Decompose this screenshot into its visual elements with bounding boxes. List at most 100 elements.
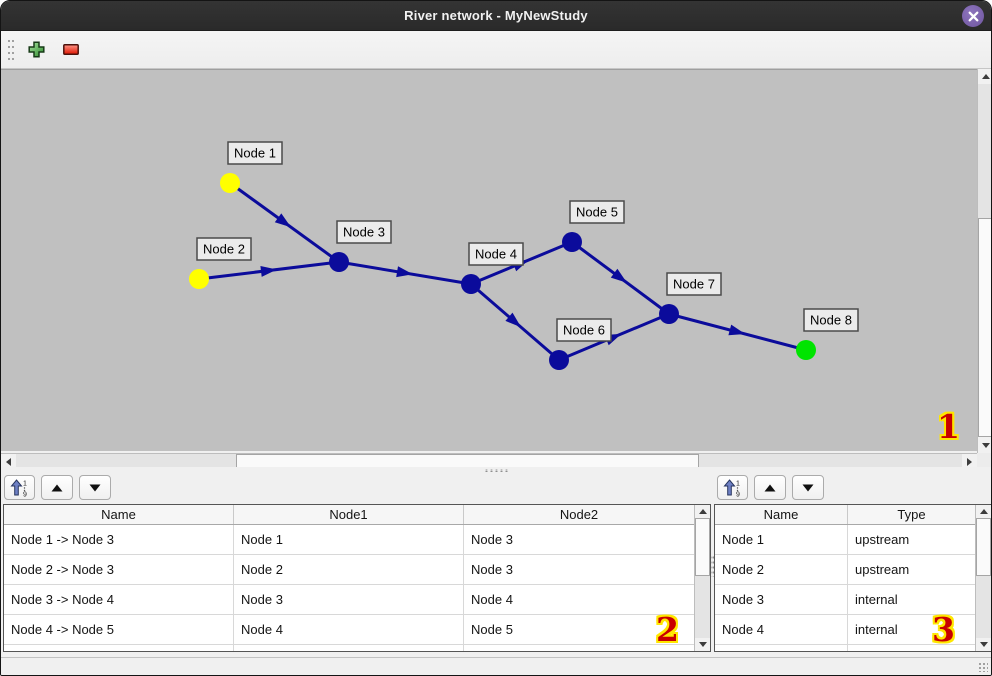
river-network-graph: Node 1 Node 2 Node 3 Node 4 Node 5 Node 6 Node… [189,141,859,370]
close-button[interactable] [962,5,984,27]
svg-text:Node 7: Node 7 [673,277,715,292]
node-label-node-3[interactable]: Node 3 [336,220,392,244]
red-minus-icon [63,44,79,55]
edge-arrow-icon [610,268,627,283]
column-header[interactable]: Name [715,505,848,524]
arrow-up-icon [698,509,707,514]
table-cell[interactable]: Node 1 -> Node 3 [4,525,234,555]
scroll-track[interactable] [695,576,710,638]
table-cell[interactable]: Node 3 -> Node 4 [4,585,234,615]
scroll-up-button[interactable] [978,69,991,84]
graph-node-node-1[interactable] [220,173,240,193]
table-row[interactable]: Node 4 internal [715,615,975,645]
table-cell[interactable]: Node 2 [715,555,848,585]
table-cell[interactable]: Node 3 [464,555,694,585]
table-cell[interactable]: Node 3 [234,585,464,615]
graph-node-node-5[interactable] [562,232,582,252]
table-cell[interactable]: upstream [848,555,975,585]
table-cell[interactable]: Node 4 [464,585,694,615]
network-canvas[interactable]: Node 1 Node 2 Node 3 Node 4 Node 5 Node 6 Node… [1,69,977,451]
node-label-node-4[interactable]: Node 4 [468,242,524,266]
table-cell[interactable]: Node 1 [715,525,848,555]
edge-arrow-icon [505,312,522,328]
table-cell [848,645,975,651]
node-label-node-2[interactable]: Node 2 [196,237,252,261]
table-cell[interactable]: Node 4 [234,615,464,645]
svg-text:Node 8: Node 8 [810,313,852,328]
table-cell[interactable]: Node 1 [234,525,464,555]
table-cell[interactable]: Node 3 [715,585,848,615]
canvas-horizontal-scrollbar[interactable] [1,453,977,469]
links-table-scrollbar[interactable] [694,505,710,651]
column-header[interactable]: Name [4,505,234,524]
graph-node-node-3[interactable] [329,252,349,272]
table-row [715,645,975,651]
table-row[interactable]: Node 2 upstream [715,555,975,585]
move-down-button[interactable] [792,475,824,500]
scroll-right-button[interactable] [962,454,977,469]
sort-ascending-icon: 1 9 [723,479,740,497]
network-view: Node 1 Node 2 Node 3 Node 4 Node 5 Node 6 Node… [1,69,991,469]
scroll-down-button[interactable] [695,638,710,651]
scroll-up-button[interactable] [976,505,991,518]
table-row[interactable]: Node 3 internal [715,585,975,615]
scroll-thumb[interactable] [695,518,710,576]
node-label-node-1[interactable]: Node 1 [227,141,283,165]
edge-arrow-icon [260,266,277,277]
table-cell[interactable]: Node 4 [715,615,848,645]
table-cell[interactable]: internal [848,615,975,645]
table-cell[interactable]: Node 5 [464,615,694,645]
canvas-vertical-scrollbar[interactable] [977,69,991,453]
sort-button[interactable]: 1 9 [4,475,35,500]
scroll-thumb[interactable] [978,218,991,437]
table-cell[interactable]: Node 2 [234,555,464,585]
annotation-3: 3 [932,610,955,649]
remove-button[interactable] [58,37,84,63]
add-button[interactable] [23,37,49,63]
sort-button[interactable]: 1 9 [717,475,748,500]
move-up-button[interactable] [754,475,786,500]
graph-node-node-6[interactable] [549,350,569,370]
graph-node-node-4[interactable] [461,274,481,294]
node-label-node-7[interactable]: Node 7 [666,272,722,296]
scroll-down-button[interactable] [976,638,991,651]
table-cell[interactable]: Node 2 -> Node 3 [4,555,234,585]
scroll-track[interactable] [699,454,962,469]
scroll-thumb[interactable] [976,518,991,576]
table-row[interactable]: Node 1 upstream [715,525,975,555]
table-cell[interactable]: Node 4 -> Node 5 [4,615,234,645]
move-up-button[interactable] [41,475,73,500]
scroll-down-button[interactable] [978,437,991,453]
column-header[interactable]: Type [897,507,926,522]
resize-grip-icon[interactable] [977,661,988,672]
toolbar-drag-handle[interactable] [6,35,14,64]
vertical-splitter[interactable] [711,473,714,659]
graph-node-node-2[interactable] [189,269,209,289]
nodes-table: Name Type Node 1 upstream Node 2 upstream Node… [714,504,991,652]
column-header[interactable]: Node2 [559,507,599,522]
scroll-up-button[interactable] [695,505,710,518]
titlebar[interactable]: River network - MyNewStudy [1,1,991,31]
table-row[interactable]: Node 2 -> Node 3 Node 2 Node 3 [4,555,694,585]
scroll-left-button[interactable] [1,454,16,469]
scroll-track[interactable] [976,576,991,638]
scroll-track[interactable] [16,454,236,469]
scroll-track[interactable] [978,84,991,218]
node-label-node-5[interactable]: Node 5 [569,200,625,224]
column-header[interactable]: Node1 [234,505,464,524]
table-cell[interactable]: internal [848,585,975,615]
horizontal-splitter[interactable] [1,467,991,473]
move-down-button[interactable] [79,475,111,500]
node-label-node-6[interactable]: Node 6 [556,318,612,342]
table-row[interactable]: Node 3 -> Node 4 Node 3 Node 4 [4,585,694,615]
table-row[interactable]: Node 1 -> Node 3 Node 1 Node 3 [4,525,694,555]
node-label-node-8[interactable]: Node 8 [803,308,859,332]
annotation-1: 1 [937,407,960,446]
graph-node-node-8[interactable] [796,340,816,360]
nodes-table-scrollbar[interactable] [975,505,991,651]
table-cell[interactable]: upstream [848,525,975,555]
splitter-handle-icon [711,555,714,577]
table-cell[interactable]: Node 3 [464,525,694,555]
graph-node-node-7[interactable] [659,304,679,324]
table-row[interactable]: Node 4 -> Node 5 Node 4 Node 5 [4,615,694,645]
